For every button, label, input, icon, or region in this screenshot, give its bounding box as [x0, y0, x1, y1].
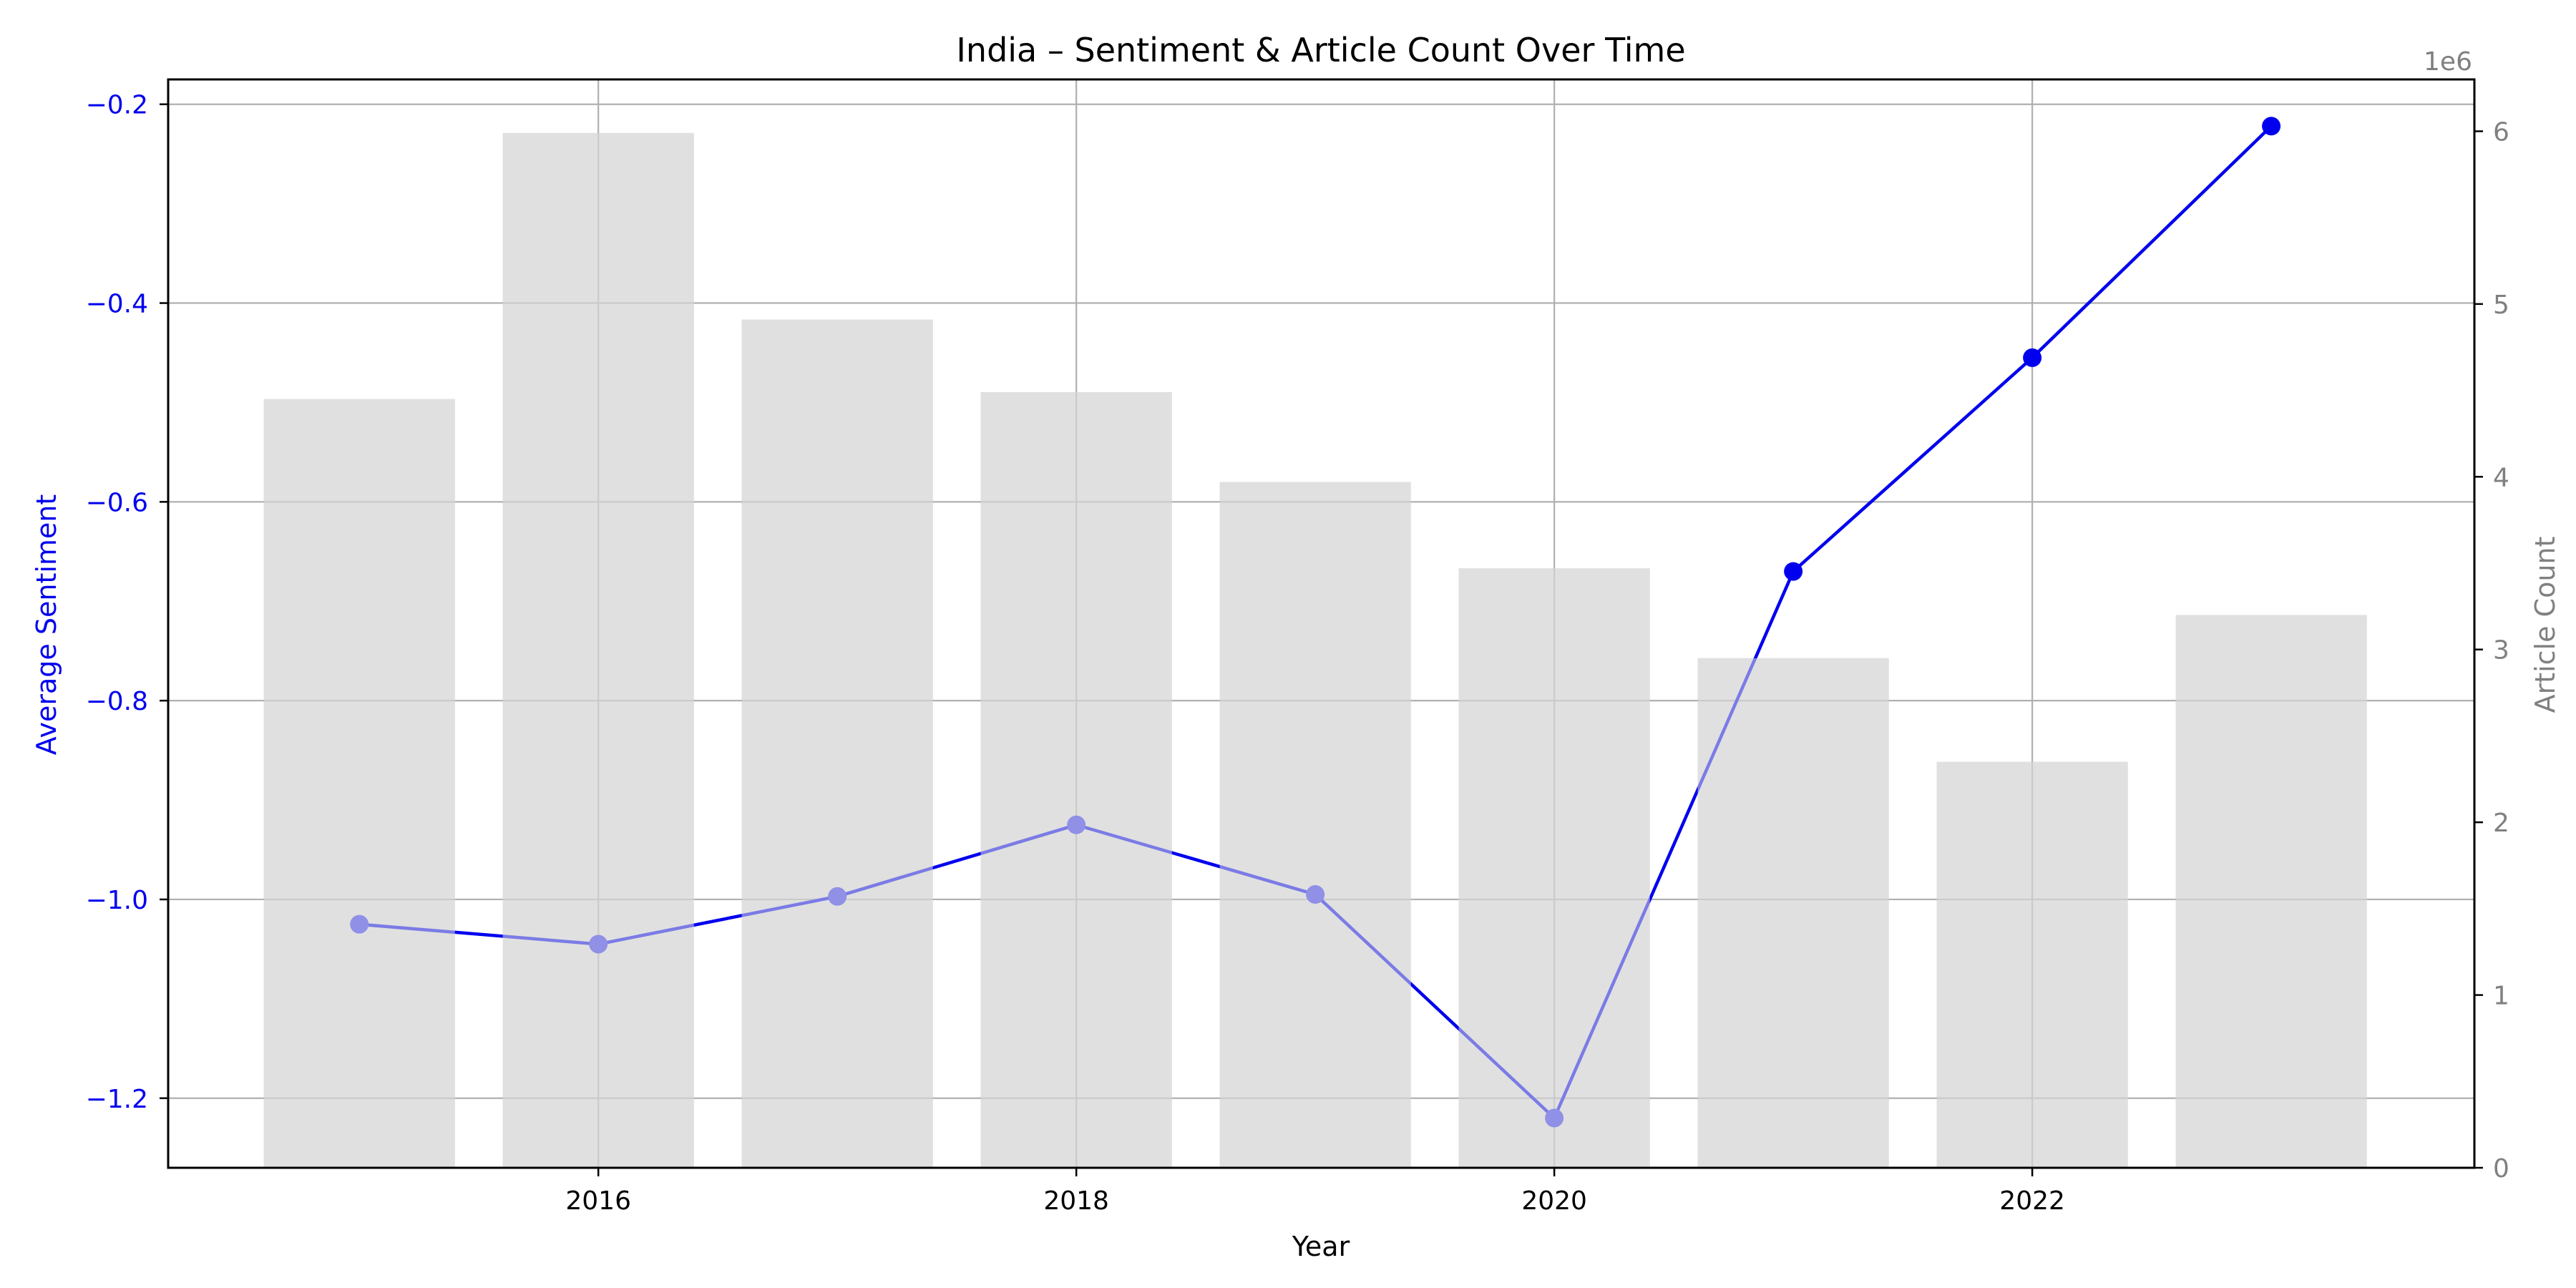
article-count-bar-overlay-2019	[1219, 482, 1411, 1168]
article-count-bar-overlay-2017	[741, 319, 933, 1169]
x-axis-label: Year	[1292, 1231, 1350, 1262]
right-tick-label-3: 3	[2493, 636, 2509, 665]
left-tick-label-0: −1.2	[86, 1085, 148, 1114]
left-tick-label-5: −0.2	[86, 91, 148, 120]
x-tick-label-2022: 2022	[1999, 1186, 2065, 1216]
x-tick-label-2016: 2016	[565, 1186, 631, 1216]
left-tick-label-2: −0.8	[86, 687, 148, 716]
article-count-bar-overlay-2023	[2175, 615, 2367, 1168]
sentiment-point-2022	[2023, 348, 2042, 367]
right-tick-label-0: 0	[2493, 1154, 2509, 1184]
sentiment-point-2020	[1545, 1108, 1564, 1128]
right-tick-label-1: 1	[2493, 982, 2509, 1011]
right-tick-label-5: 5	[2493, 291, 2509, 320]
ticks-layer: 2016 2018 2020 2022−1.2−1.0−0.8−0.6−0.4−0.2…	[86, 91, 2509, 1216]
right-axis-label: Article Count	[2529, 537, 2561, 713]
chart-title: India – Sentiment & Article Count Over T…	[956, 31, 1685, 69]
x-tick-label-2018: 2018	[1043, 1186, 1109, 1216]
axes-layer	[167, 78, 2476, 1169]
sentiment-line-layer	[263, 125, 2367, 1169]
left-tick-label-1: −1.0	[86, 886, 148, 915]
article-count-bar-overlay-2015	[263, 399, 455, 1169]
right-tick-label-2: 2	[2493, 809, 2509, 838]
sentiment-point-2023	[2262, 117, 2281, 136]
left-tick-label-4: −0.4	[86, 290, 148, 319]
right-axis-multiplier: 1e6	[2424, 47, 2472, 77]
sentiment-point-2017	[828, 887, 847, 906]
article-count-bar-overlay-2018	[980, 391, 1172, 1168]
sentiment-point-2016	[589, 935, 608, 954]
article-count-bar-overlay-2020	[1458, 568, 1650, 1168]
sentiment-point-2015	[350, 914, 369, 934]
x-tick-label-2020: 2020	[1521, 1186, 1587, 1216]
left-axis-label: Average Sentiment	[31, 494, 62, 756]
sentiment-point-2019	[1306, 885, 1325, 904]
right-tick-label-6: 6	[2493, 117, 2509, 147]
article-count-bar-overlay-2022	[1936, 761, 2128, 1168]
sentiment-point-2018	[1067, 815, 1086, 834]
right-tick-label-4: 4	[2493, 463, 2509, 492]
article-count-bar-overlay-2016	[502, 132, 694, 1168]
article-count-bar-overlay-2021	[1697, 658, 1889, 1168]
sentiment-point-2021	[1784, 562, 1803, 581]
sentiment-points-layer	[350, 117, 2281, 1128]
plot-frame	[167, 78, 2476, 1169]
left-tick-label-3: −0.6	[86, 488, 148, 517]
